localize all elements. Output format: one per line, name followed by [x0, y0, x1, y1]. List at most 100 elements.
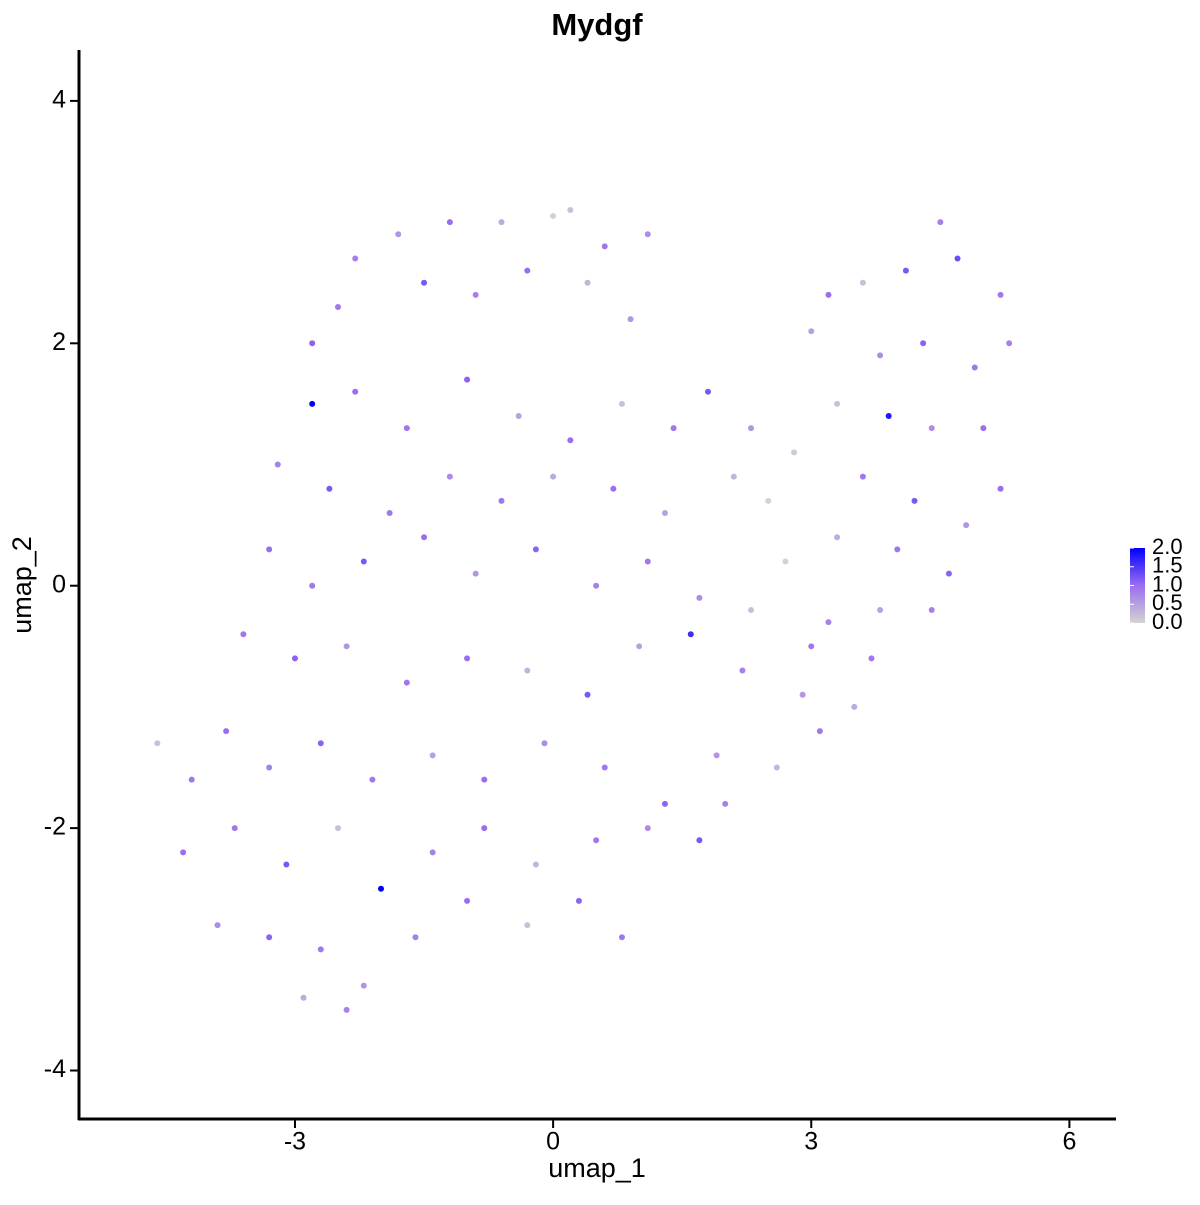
point [515, 413, 522, 420]
x-tick-label: 6 [1062, 1128, 1076, 1156]
point [920, 340, 927, 347]
point [971, 364, 978, 371]
y-axis-label: umap_2 [7, 536, 37, 634]
point [928, 606, 935, 613]
point [472, 291, 479, 298]
point [300, 994, 307, 1001]
point [782, 558, 789, 565]
point [808, 643, 815, 650]
point [343, 1006, 350, 1013]
y-tick-label: 0 [52, 570, 66, 598]
point [386, 509, 393, 516]
point [584, 279, 591, 286]
point [429, 752, 436, 759]
point [928, 425, 935, 432]
point [481, 776, 488, 783]
point [550, 213, 557, 220]
point [593, 837, 600, 844]
point [343, 643, 350, 650]
point [403, 679, 410, 686]
point [696, 594, 703, 601]
point [360, 558, 367, 565]
point [317, 740, 324, 747]
point [464, 376, 471, 383]
point [868, 655, 875, 662]
x-tick-label: 3 [804, 1128, 818, 1156]
point [266, 546, 273, 553]
point [834, 400, 841, 407]
y-tick-label: 2 [52, 328, 66, 356]
point [644, 558, 651, 565]
y-tick-label: -4 [44, 1055, 66, 1083]
point [765, 497, 772, 504]
point [627, 316, 634, 323]
point [524, 267, 531, 274]
point [954, 255, 961, 262]
point [395, 231, 402, 238]
point [945, 570, 952, 577]
point [834, 534, 841, 541]
point [730, 473, 737, 480]
colorbar-tick-label: 1.0 [1152, 571, 1183, 596]
point [773, 764, 780, 771]
colorbar-tick-label: 0.0 [1152, 609, 1183, 634]
point [498, 497, 505, 504]
point [644, 231, 651, 238]
point [360, 982, 367, 989]
point [567, 437, 574, 444]
point [283, 861, 290, 868]
point [885, 413, 892, 420]
x-axis-label: umap_1 [548, 1153, 646, 1183]
point [446, 473, 453, 480]
point [214, 922, 221, 929]
point [532, 546, 539, 553]
point [791, 449, 798, 456]
point [309, 582, 316, 589]
point [584, 691, 591, 698]
point [335, 303, 341, 310]
point [894, 546, 901, 553]
y-tick-label: 4 [52, 86, 66, 114]
point [421, 279, 428, 286]
point [266, 764, 273, 771]
point [816, 728, 823, 735]
point [575, 897, 582, 904]
point [601, 764, 608, 771]
point [240, 631, 247, 638]
point [309, 400, 316, 407]
point [352, 255, 359, 262]
point [412, 934, 419, 941]
point [524, 667, 531, 674]
point [498, 219, 505, 226]
y-tick-label: -2 [44, 813, 66, 841]
point [825, 619, 832, 626]
point [722, 800, 729, 807]
point [748, 606, 755, 613]
point [859, 279, 866, 286]
point [808, 328, 815, 335]
point [188, 776, 195, 783]
point [661, 800, 668, 807]
point [705, 388, 711, 395]
point [550, 473, 557, 480]
point [567, 206, 574, 213]
point [618, 934, 625, 941]
point [472, 570, 479, 577]
point [670, 425, 677, 432]
point [429, 849, 436, 856]
point [464, 897, 471, 904]
point [524, 922, 531, 929]
point [154, 740, 161, 747]
point [997, 291, 1004, 298]
point [180, 849, 187, 856]
point [481, 825, 488, 832]
point [859, 473, 866, 480]
point [877, 606, 884, 613]
point [902, 267, 909, 274]
point [378, 885, 385, 892]
point [825, 291, 832, 298]
point [644, 825, 651, 832]
chart-title: Mydgf [551, 7, 643, 42]
x-tick-label: -3 [284, 1128, 306, 1156]
